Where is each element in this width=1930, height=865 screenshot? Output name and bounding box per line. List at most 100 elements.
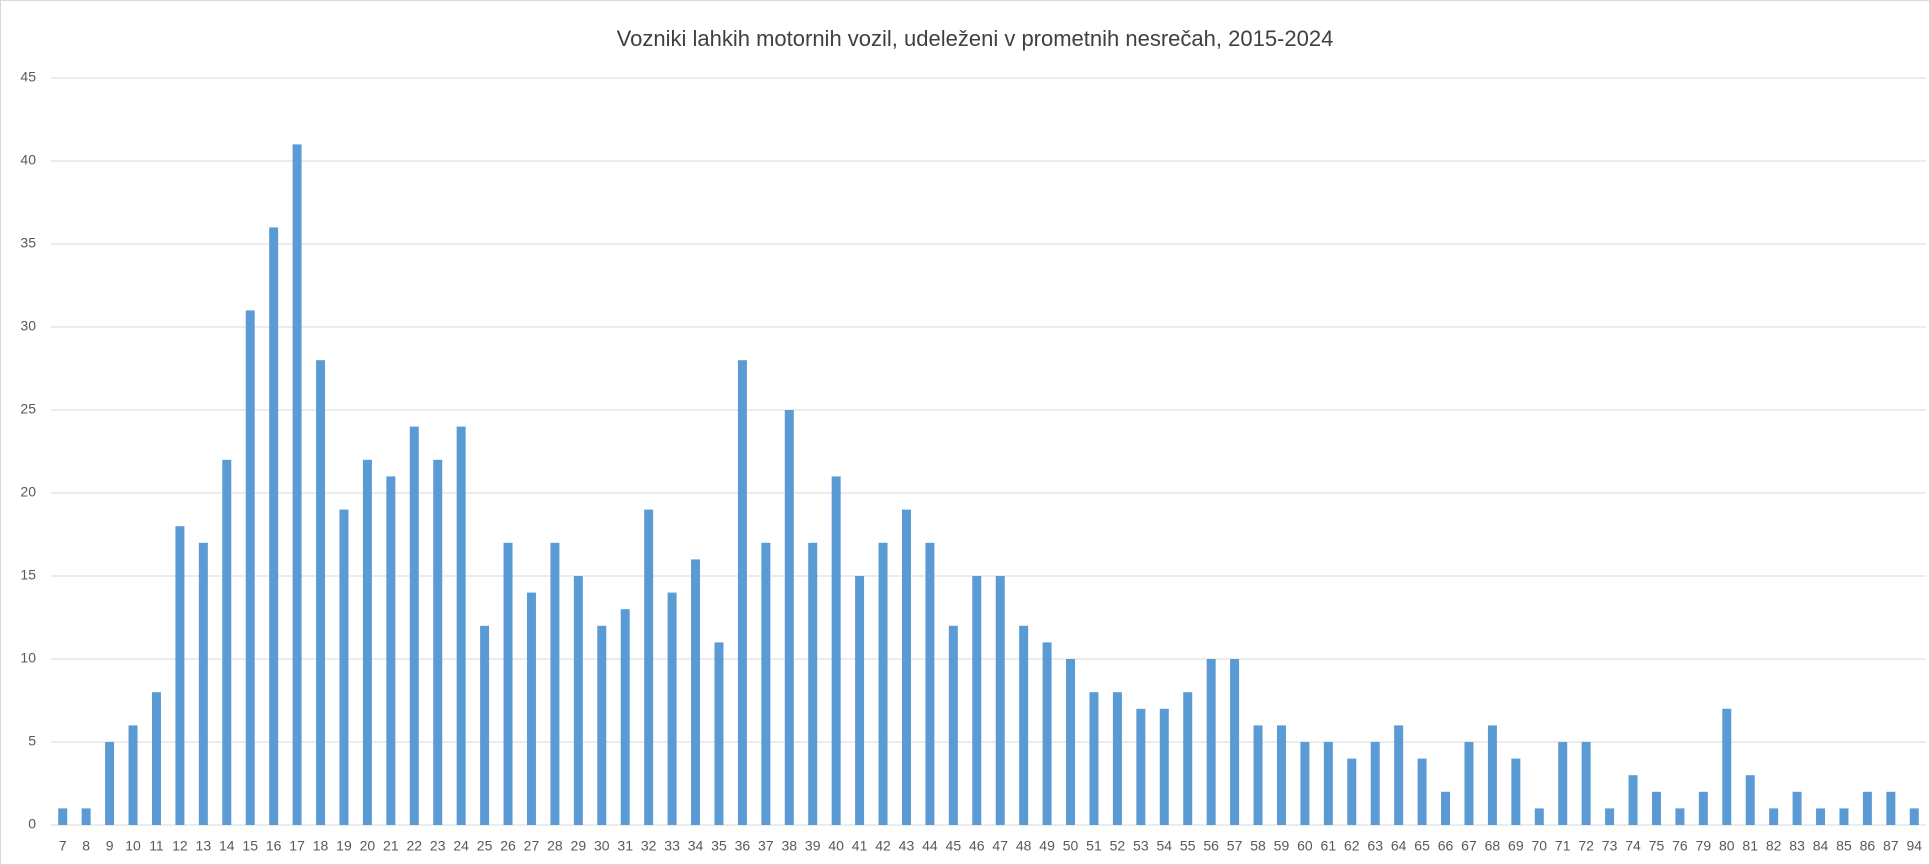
x-tick-label: 41 bbox=[852, 838, 868, 854]
bar bbox=[339, 509, 349, 825]
x-tick-label: 9 bbox=[106, 838, 114, 854]
bar bbox=[1066, 659, 1076, 825]
y-tick-label: 25 bbox=[20, 401, 36, 417]
x-tick-label: 68 bbox=[1485, 838, 1501, 854]
x-tick-label: 84 bbox=[1813, 838, 1829, 854]
bar bbox=[1745, 775, 1755, 825]
x-tick-label: 42 bbox=[875, 838, 891, 854]
x-tick-label: 27 bbox=[524, 838, 540, 854]
bar bbox=[1651, 791, 1661, 825]
x-tick-label: 44 bbox=[922, 838, 938, 854]
x-tick-label: 58 bbox=[1250, 838, 1266, 854]
x-tick-label: 40 bbox=[828, 838, 844, 854]
bar bbox=[855, 576, 865, 825]
bar bbox=[644, 509, 654, 825]
bar bbox=[737, 360, 747, 825]
x-tick-label: 22 bbox=[406, 838, 422, 854]
x-tick-label: 17 bbox=[289, 838, 305, 854]
x-tick-label: 54 bbox=[1156, 838, 1172, 854]
x-tick-label: 43 bbox=[899, 838, 915, 854]
bar bbox=[831, 476, 841, 825]
bar bbox=[1769, 808, 1779, 825]
bar bbox=[292, 144, 302, 825]
x-tick-label: 30 bbox=[594, 838, 610, 854]
x-tick-label: 52 bbox=[1110, 838, 1126, 854]
bar bbox=[1605, 808, 1615, 825]
x-tick-label: 45 bbox=[946, 838, 962, 854]
bar bbox=[1136, 708, 1146, 825]
bar bbox=[1206, 659, 1216, 825]
bar bbox=[316, 360, 326, 825]
bar bbox=[1909, 808, 1919, 825]
x-tick-label: 23 bbox=[430, 838, 446, 854]
x-tick-label: 76 bbox=[1672, 838, 1688, 854]
bar bbox=[948, 625, 958, 825]
x-tick-label: 51 bbox=[1086, 838, 1102, 854]
y-tick-label: 30 bbox=[20, 318, 36, 334]
x-tick-label: 60 bbox=[1297, 838, 1313, 854]
bar bbox=[1276, 725, 1286, 825]
bar bbox=[503, 542, 513, 825]
x-tick-label: 36 bbox=[735, 838, 751, 854]
bar bbox=[526, 592, 536, 825]
x-tick-label: 24 bbox=[453, 838, 469, 854]
y-tick-label: 5 bbox=[28, 733, 36, 749]
bar bbox=[1722, 708, 1732, 825]
bar bbox=[1347, 758, 1357, 825]
x-tick-label: 87 bbox=[1883, 838, 1899, 854]
x-tick-label: 86 bbox=[1860, 838, 1876, 854]
x-tick-label: 38 bbox=[781, 838, 797, 854]
x-tick-label: 37 bbox=[758, 838, 774, 854]
bar bbox=[222, 459, 232, 825]
bar bbox=[1089, 692, 1099, 825]
bar bbox=[550, 542, 560, 825]
bar bbox=[808, 542, 818, 825]
x-tick-label: 63 bbox=[1367, 838, 1383, 854]
y-tick-label: 10 bbox=[20, 650, 36, 666]
bar bbox=[1394, 725, 1404, 825]
bar bbox=[761, 542, 771, 825]
x-tick-label: 13 bbox=[196, 838, 212, 854]
bar bbox=[1886, 791, 1896, 825]
bar bbox=[1862, 791, 1872, 825]
x-tick-label: 65 bbox=[1414, 838, 1430, 854]
bar bbox=[1323, 742, 1333, 825]
y-tick-label: 40 bbox=[20, 152, 36, 168]
bar bbox=[1581, 742, 1591, 825]
x-tick-label: 15 bbox=[242, 838, 258, 854]
x-tick-label: 18 bbox=[313, 838, 329, 854]
x-tick-label: 70 bbox=[1531, 838, 1547, 854]
x-tick-label: 48 bbox=[1016, 838, 1032, 854]
x-tick-label: 59 bbox=[1274, 838, 1290, 854]
bar bbox=[995, 576, 1005, 825]
x-tick-label: 11 bbox=[149, 838, 164, 854]
x-tick-label: 56 bbox=[1203, 838, 1219, 854]
bar bbox=[1628, 775, 1638, 825]
bar bbox=[925, 542, 935, 825]
bar bbox=[409, 426, 419, 825]
x-tick-label: 8 bbox=[82, 838, 90, 854]
x-tick-label: 19 bbox=[336, 838, 352, 854]
x-tick-label: 46 bbox=[969, 838, 985, 854]
bar bbox=[784, 410, 794, 825]
x-tick-label: 25 bbox=[477, 838, 493, 854]
y-tick-label: 15 bbox=[20, 567, 36, 583]
x-tick-label: 53 bbox=[1133, 838, 1149, 854]
bar bbox=[1675, 808, 1685, 825]
x-tick-label: 75 bbox=[1649, 838, 1665, 854]
x-tick-label: 83 bbox=[1789, 838, 1805, 854]
x-tick-label: 16 bbox=[266, 838, 282, 854]
x-tick-label: 33 bbox=[664, 838, 680, 854]
bar bbox=[1253, 725, 1263, 825]
x-tick-label: 69 bbox=[1508, 838, 1524, 854]
x-tick-label: 7 bbox=[59, 838, 67, 854]
x-tick-label: 20 bbox=[360, 838, 376, 854]
bar bbox=[1441, 791, 1451, 825]
bar bbox=[1019, 625, 1029, 825]
x-tick-label: 14 bbox=[219, 838, 235, 854]
bar bbox=[198, 542, 208, 825]
x-tick-label: 28 bbox=[547, 838, 563, 854]
bar bbox=[1370, 742, 1380, 825]
x-tick-label: 66 bbox=[1438, 838, 1454, 854]
bar bbox=[1487, 725, 1497, 825]
